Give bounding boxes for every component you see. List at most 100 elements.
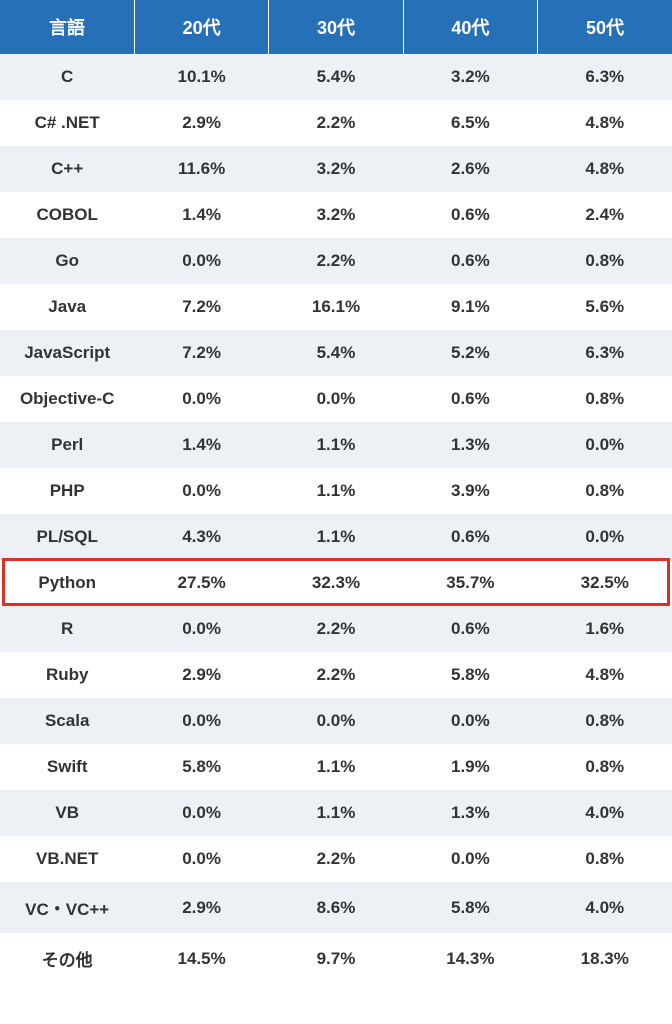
col-header-3: 40代 <box>403 0 537 54</box>
lang-name-cell: Scala <box>0 698 134 744</box>
col-header-4: 50代 <box>538 0 672 54</box>
table-row: Swift5.8%1.1%1.9%0.8% <box>0 744 672 790</box>
value-cell: 27.5% <box>134 560 268 606</box>
value-cell: 5.6% <box>538 284 672 330</box>
value-cell: 5.8% <box>403 882 537 933</box>
lang-name-cell: PL/SQL <box>0 514 134 560</box>
lang-name-cell: JavaScript <box>0 330 134 376</box>
value-cell: 0.8% <box>538 698 672 744</box>
value-cell: 6.3% <box>538 54 672 100</box>
value-cell: 8.6% <box>269 882 403 933</box>
value-cell: 0.0% <box>134 468 268 514</box>
table-row: C++11.6%3.2%2.6%4.8% <box>0 146 672 192</box>
value-cell: 5.8% <box>403 652 537 698</box>
value-cell: 2.9% <box>134 652 268 698</box>
table-row: Java7.2%16.1%9.1%5.6% <box>0 284 672 330</box>
value-cell: 5.2% <box>403 330 537 376</box>
value-cell: 35.7% <box>403 560 537 606</box>
table-row: PL/SQL4.3%1.1%0.6%0.0% <box>0 514 672 560</box>
table-row: その他14.5%9.7%14.3%18.3% <box>0 933 672 984</box>
value-cell: 0.0% <box>538 422 672 468</box>
col-header-0: 言語 <box>0 0 134 54</box>
value-cell: 3.9% <box>403 468 537 514</box>
table-body: C10.1%5.4%3.2%6.3%C# .NET2.9%2.2%6.5%4.8… <box>0 54 672 984</box>
value-cell: 0.6% <box>403 376 537 422</box>
value-cell: 3.2% <box>269 146 403 192</box>
lang-name-cell: Objective-C <box>0 376 134 422</box>
value-cell: 2.9% <box>134 100 268 146</box>
value-cell: 7.2% <box>134 284 268 330</box>
value-cell: 1.4% <box>134 422 268 468</box>
table-row: COBOL1.4%3.2%0.6%2.4% <box>0 192 672 238</box>
value-cell: 3.2% <box>403 54 537 100</box>
value-cell: 6.3% <box>538 330 672 376</box>
lang-name-cell: Go <box>0 238 134 284</box>
value-cell: 0.0% <box>134 698 268 744</box>
value-cell: 1.3% <box>403 790 537 836</box>
value-cell: 0.0% <box>403 836 537 882</box>
value-cell: 2.9% <box>134 882 268 933</box>
value-cell: 0.0% <box>134 836 268 882</box>
value-cell: 0.6% <box>403 192 537 238</box>
table-row: R0.0%2.2%0.6%1.6% <box>0 606 672 652</box>
value-cell: 0.0% <box>134 606 268 652</box>
lang-name-cell: C# .NET <box>0 100 134 146</box>
table-row: Ruby2.9%2.2%5.8%4.8% <box>0 652 672 698</box>
value-cell: 1.1% <box>269 514 403 560</box>
table-row: JavaScript7.2%5.4%5.2%6.3% <box>0 330 672 376</box>
table-row: VB0.0%1.1%1.3%4.0% <box>0 790 672 836</box>
value-cell: 5.4% <box>269 54 403 100</box>
value-cell: 6.5% <box>403 100 537 146</box>
value-cell: 4.0% <box>538 882 672 933</box>
value-cell: 1.3% <box>403 422 537 468</box>
value-cell: 0.0% <box>538 514 672 560</box>
lang-name-cell: Ruby <box>0 652 134 698</box>
value-cell: 2.2% <box>269 652 403 698</box>
value-cell: 1.1% <box>269 790 403 836</box>
table-row: Scala0.0%0.0%0.0%0.8% <box>0 698 672 744</box>
value-cell: 11.6% <box>134 146 268 192</box>
value-cell: 0.8% <box>538 836 672 882</box>
value-cell: 0.0% <box>134 790 268 836</box>
table-row: VC・VC++2.9%8.6%5.8%4.0% <box>0 882 672 933</box>
language-table-container: 言語20代30代40代50代 C10.1%5.4%3.2%6.3%C# .NET… <box>0 0 672 984</box>
table-row: Perl1.4%1.1%1.3%0.0% <box>0 422 672 468</box>
value-cell: 1.1% <box>269 468 403 514</box>
value-cell: 16.1% <box>269 284 403 330</box>
lang-name-cell: VC・VC++ <box>0 882 134 933</box>
value-cell: 10.1% <box>134 54 268 100</box>
value-cell: 4.8% <box>538 100 672 146</box>
lang-name-cell: VB <box>0 790 134 836</box>
value-cell: 0.8% <box>538 238 672 284</box>
value-cell: 9.1% <box>403 284 537 330</box>
value-cell: 1.4% <box>134 192 268 238</box>
value-cell: 1.9% <box>403 744 537 790</box>
value-cell: 32.3% <box>269 560 403 606</box>
value-cell: 32.5% <box>538 560 672 606</box>
value-cell: 0.6% <box>403 606 537 652</box>
value-cell: 0.8% <box>538 468 672 514</box>
table-row: Objective-C0.0%0.0%0.6%0.8% <box>0 376 672 422</box>
value-cell: 4.8% <box>538 146 672 192</box>
value-cell: 7.2% <box>134 330 268 376</box>
lang-name-cell: Python <box>0 560 134 606</box>
value-cell: 2.2% <box>269 836 403 882</box>
value-cell: 2.2% <box>269 238 403 284</box>
value-cell: 3.2% <box>269 192 403 238</box>
value-cell: 1.6% <box>538 606 672 652</box>
value-cell: 9.7% <box>269 933 403 984</box>
value-cell: 2.2% <box>269 606 403 652</box>
value-cell: 0.0% <box>269 698 403 744</box>
lang-name-cell: R <box>0 606 134 652</box>
value-cell: 2.2% <box>269 100 403 146</box>
language-table: 言語20代30代40代50代 C10.1%5.4%3.2%6.3%C# .NET… <box>0 0 672 984</box>
col-header-2: 30代 <box>269 0 403 54</box>
table-header: 言語20代30代40代50代 <box>0 0 672 54</box>
value-cell: 0.8% <box>538 376 672 422</box>
value-cell: 0.6% <box>403 238 537 284</box>
value-cell: 0.0% <box>134 376 268 422</box>
value-cell: 5.4% <box>269 330 403 376</box>
value-cell: 14.5% <box>134 933 268 984</box>
value-cell: 2.6% <box>403 146 537 192</box>
lang-name-cell: C++ <box>0 146 134 192</box>
